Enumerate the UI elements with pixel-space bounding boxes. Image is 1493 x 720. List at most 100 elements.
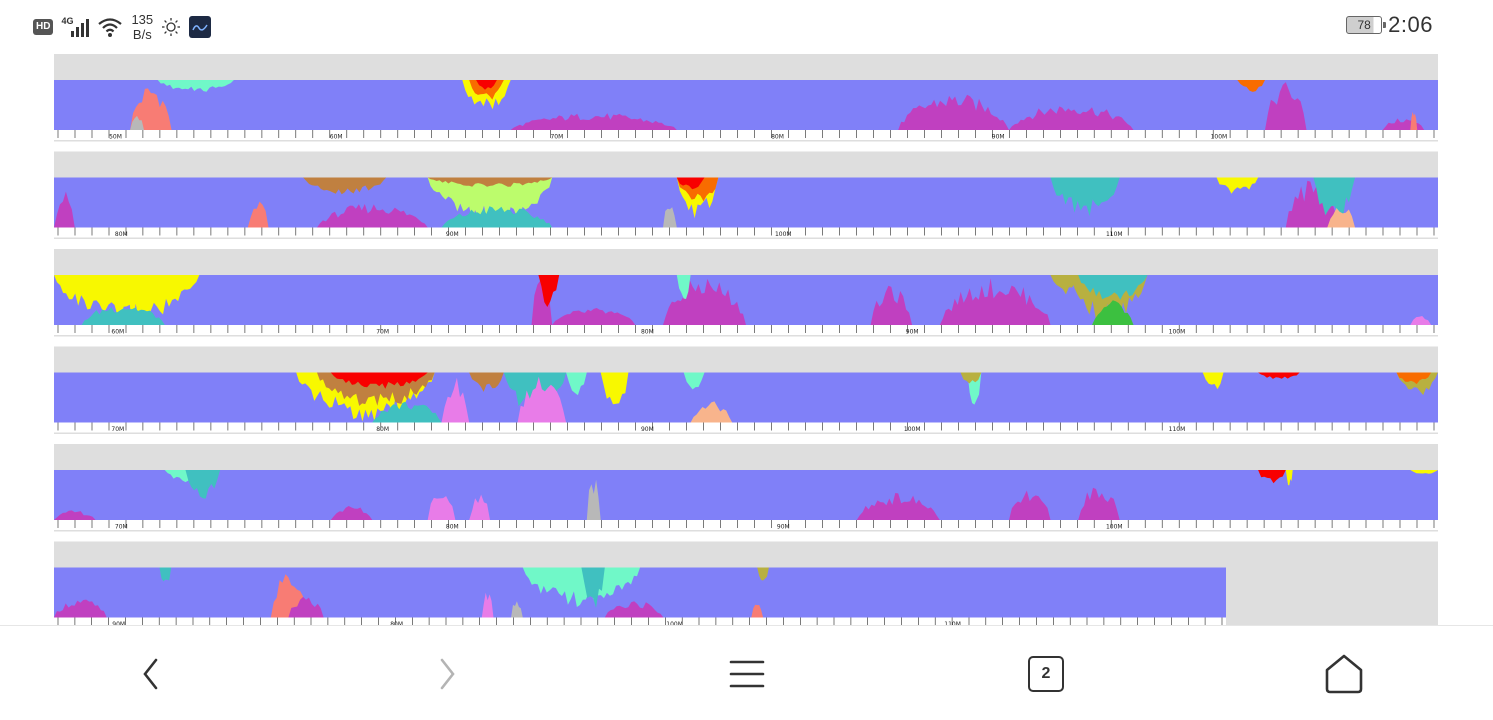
ancestry-segment-peach <box>690 401 733 423</box>
ancestry-segment-magenta <box>552 308 636 325</box>
ancestry-segment-magenta <box>54 510 96 520</box>
ancestry-band <box>54 177 1438 228</box>
ancestry-segment-aqua <box>676 275 691 299</box>
ancestry-segment-magenta <box>288 596 324 618</box>
forward-button[interactable] <box>418 644 478 704</box>
axis-tick-label: 100M <box>775 231 792 238</box>
ancestry-segment-yellow <box>1202 372 1224 390</box>
ancestry-segment-yellow <box>1285 470 1293 486</box>
axis-tick-label: 60M <box>330 134 343 141</box>
ancestry-segment-gray <box>130 115 144 130</box>
tab-count: 2 <box>1041 665 1051 682</box>
ancestry-segment-teal <box>581 567 605 608</box>
clock: 2:06 <box>1388 12 1433 37</box>
ancestry-segment-olive <box>1050 275 1079 295</box>
ancestry-segment-magenta <box>510 113 677 130</box>
ancestry-segment-yellow <box>1410 470 1438 474</box>
ancestry-segment-pink <box>469 494 490 520</box>
ancestry-segment-aqua <box>157 80 234 92</box>
network-speed-value: 135 <box>131 12 154 27</box>
axis-tick-label: 80M <box>390 621 403 625</box>
position-axis <box>54 227 1438 238</box>
ancestry-segment-yellow <box>1216 177 1259 194</box>
ancestry-segment-gray <box>662 207 677 228</box>
signal-icon: 4G <box>61 16 90 38</box>
axis-tick-label: 100M <box>1169 329 1186 336</box>
wifi-icon <box>98 18 123 37</box>
axis-tick-label: 100M <box>1211 134 1228 141</box>
ancestry-segment-orange <box>469 80 504 100</box>
axis-tick-label: 70M <box>111 426 124 433</box>
ancestry-segment-peach <box>1327 208 1355 228</box>
axis-tick-label: 80M <box>641 329 654 336</box>
home-icon <box>1325 654 1363 694</box>
axis-tick-label: 80M <box>771 134 784 141</box>
ancestry-segment-teal <box>1313 177 1355 219</box>
axis-tick-label: 90M <box>992 134 1005 141</box>
ancestry-chart[interactable]: 50M 60M 70M 80M 90M 100M 80M 90M 100M 110M 60M 70M 8… <box>54 54 1438 625</box>
position-axis <box>54 130 1438 140</box>
tabs-button[interactable]: 2 <box>1016 644 1076 704</box>
ancestry-band <box>54 275 1438 325</box>
ancestry-segment-red <box>1258 372 1300 379</box>
ancestry-segment-red <box>476 80 497 90</box>
ancestry-segment-magenta <box>1078 487 1120 520</box>
back-button[interactable] <box>120 644 180 704</box>
ancestry-segment-magenta <box>856 493 940 520</box>
axis-tick-label: 90M <box>906 329 919 336</box>
ancestry-segment-magenta <box>330 506 373 520</box>
ancestry-segment-magenta <box>604 601 664 618</box>
axis-tick-label: 70M <box>115 524 128 531</box>
ancestry-segment-yellow <box>600 372 629 405</box>
ancestry-segment-olive <box>757 567 769 581</box>
chromosome-row: 80M 90M 100M 110M <box>54 151 1438 239</box>
ancestry-segment-pink <box>427 496 456 520</box>
axis-tick-label: 80M <box>446 524 459 531</box>
browser-navigation-bar: 2 <box>0 625 1493 720</box>
ancestry-segment-brown <box>303 177 387 195</box>
axis-tick-label: 90M <box>112 621 125 625</box>
forward-icon <box>440 658 455 690</box>
ancestry-band <box>54 80 1438 130</box>
axis-tick-label: 90M <box>446 231 459 238</box>
axis-tick-label: 110M <box>944 621 961 625</box>
axis-tick-label: 90M <box>641 426 654 433</box>
axis-tick-label: 100M <box>666 621 683 625</box>
ancestry-segment-aqua <box>522 567 640 607</box>
chromosome-row: 70M 80M 90M 100M 110M <box>54 346 1438 434</box>
ancestry-segment-salmon <box>130 88 172 130</box>
ancestry-segment-teal <box>441 206 553 228</box>
menu-button[interactable] <box>717 644 777 704</box>
ancestry-segment-red <box>1258 470 1286 484</box>
position-axis <box>54 422 1438 433</box>
axis-tick-label: 110M <box>1106 231 1123 238</box>
ancestry-segment-salmon <box>1410 111 1418 130</box>
axis-tick-label: 110M <box>1169 426 1186 433</box>
ancestry-segment-magenta <box>54 599 107 618</box>
axis-tick-label: 70M <box>376 329 389 336</box>
axis-tick-label: 100M <box>904 426 921 433</box>
ancestry-segment-magenta <box>1265 82 1307 130</box>
ancestry-segment-brown <box>427 177 553 187</box>
position-axis <box>54 520 1438 530</box>
status-right: 78 2:06 <box>1346 12 1433 38</box>
ancestry-segment-red <box>676 177 705 190</box>
app-notification-icon <box>189 16 212 38</box>
ancestry-band <box>54 372 1438 423</box>
network-type-label: 4G <box>61 16 74 26</box>
status-bar: HD 4G 135 B/s 78 <box>0 0 1493 54</box>
page-content[interactable]: 50M 60M 70M 80M 90M 100M 80M 90M 100M 110M 60M 70M 8… <box>0 54 1493 625</box>
ancestry-segment-teal <box>81 307 165 325</box>
axis-tick-label: 80M <box>376 426 389 433</box>
position-axis <box>54 617 1226 625</box>
ancestry-segment-magenta <box>54 191 75 228</box>
home-button[interactable] <box>1314 644 1374 704</box>
battery-icon: 78 <box>1346 16 1387 34</box>
back-icon <box>143 658 158 690</box>
ancestry-segment-red <box>538 275 560 307</box>
ancestry-segment-teal <box>372 401 442 423</box>
ancestry-segment-salmon <box>751 604 764 618</box>
ancestry-band <box>54 470 1438 520</box>
ancestry-segment-magenta <box>939 278 1051 325</box>
battery-level: 78 <box>1357 18 1371 32</box>
